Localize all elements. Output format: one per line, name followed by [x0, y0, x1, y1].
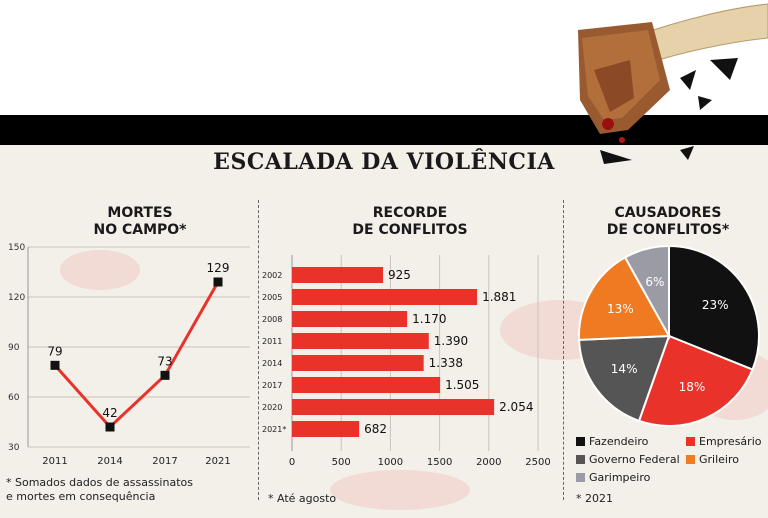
legend-swatch — [576, 437, 585, 446]
legend-item-governo-federal: Governo Federal — [576, 453, 680, 466]
x-tick-label: 2017 — [152, 456, 177, 467]
panel-divider — [258, 200, 259, 500]
bar — [292, 267, 384, 283]
legend-item-garimpeiro: Garimpeiro — [576, 471, 650, 484]
legend-swatch — [576, 473, 585, 482]
x-tick-label: 1000 — [378, 457, 403, 468]
legend-label: Fazendeiro — [589, 435, 649, 448]
data-point — [160, 370, 170, 380]
y-tick-label: 30 — [8, 443, 20, 453]
data-label: 682 — [364, 422, 387, 436]
x-tick-label: 2000 — [476, 457, 501, 468]
pie-slice — [623, 244, 670, 340]
slice-label: 13% — [607, 302, 634, 316]
category-label: 2002 — [262, 271, 282, 280]
legend-swatch — [686, 455, 695, 464]
data-label: 42 — [102, 406, 117, 420]
data-label: 925 — [388, 268, 411, 282]
category-label: 2008 — [262, 315, 282, 324]
data-label: 1.505 — [445, 378, 479, 392]
pie-slice — [637, 334, 754, 427]
bar — [292, 377, 441, 393]
data-label: 73 — [157, 354, 172, 368]
x-tick-label: 2014 — [97, 456, 122, 467]
x-tick-label: 0 — [289, 457, 295, 468]
data-label: 129 — [207, 261, 230, 275]
pie-slice — [578, 256, 671, 341]
x-tick-label: 1500 — [427, 457, 452, 468]
line-chart-note: * Somados dados de assassinatos e mortes… — [6, 476, 193, 503]
line-chart-title: MORTES NO CAMPO* — [93, 205, 187, 238]
legend-label: Grileiro — [699, 453, 739, 466]
category-label: 2017 — [262, 381, 282, 390]
y-tick-label: 150 — [8, 243, 25, 253]
bar-chart-note: * Até agosto — [268, 492, 337, 505]
category-label: 2014 — [262, 359, 282, 368]
pie-slice — [668, 244, 760, 371]
data-point — [105, 422, 115, 432]
data-label: 1.390 — [434, 334, 468, 348]
category-label: 2020 — [262, 403, 282, 412]
category-label: 2005 — [262, 293, 282, 302]
legend-item-fazendeiro: Fazendeiro — [576, 435, 648, 448]
slice-label: 6% — [645, 275, 664, 289]
header-black-band — [0, 115, 768, 145]
legend-swatch — [686, 437, 695, 446]
legend-item-empresario: Empresário — [686, 435, 761, 448]
bar-chart: 0 500 1000 1500 2000 2500 2002 925 2005 1.881 2008… — [262, 255, 551, 468]
pie-chart-note: * 2021 — [576, 492, 613, 505]
y-tick-label: 60 — [8, 393, 20, 403]
legend-swatch — [576, 455, 585, 464]
legend-label: Governo Federal — [589, 453, 680, 466]
series-line — [53, 281, 220, 430]
x-tick-label: 2500 — [525, 457, 550, 468]
panel-divider — [563, 200, 564, 500]
legend-item-grileiro: Grileiro — [686, 453, 739, 466]
background-stain — [330, 470, 470, 510]
slice-label: 23% — [702, 298, 729, 312]
legend-label: Empresário — [699, 435, 762, 448]
legend-label: Garimpeiro — [589, 471, 651, 484]
y-tick-label: 90 — [8, 343, 20, 353]
pie-slice — [578, 334, 671, 423]
data-label: 2.054 — [499, 400, 533, 414]
bar — [292, 355, 424, 371]
bar — [292, 311, 408, 327]
y-tick-label: 120 — [8, 293, 25, 303]
bar-chart-title: RECORDE DE CONFLITOS — [352, 205, 468, 238]
x-tick-label: 2021 — [205, 456, 230, 467]
x-tick-label: 2011 — [42, 456, 67, 467]
pie-chart: 23% 18% 14% 13% 6% — [578, 244, 760, 427]
background-stain — [60, 250, 140, 290]
data-label: 1.338 — [429, 356, 463, 370]
slice-label: 14% — [611, 362, 638, 376]
axe-illustration — [578, 3, 768, 164]
data-label: 1.881 — [482, 290, 516, 304]
x-tick-label: 500 — [332, 457, 351, 468]
category-label: 2021* — [262, 425, 286, 434]
bar — [292, 399, 495, 415]
line-chart: 150 120 90 60 30 79 2011 42 2014 73 2017 129 2021 — [8, 243, 250, 467]
main-headline: ESCALADA DA VIOLÊNCIA — [213, 149, 555, 175]
data-point — [213, 277, 223, 287]
category-label: 2011 — [262, 337, 282, 346]
bar — [292, 421, 360, 437]
data-label: 1.170 — [412, 312, 446, 326]
data-label: 79 — [47, 344, 62, 358]
pie-chart-title: CAUSADORES DE CONFLITOS* — [606, 205, 730, 238]
slice-label: 18% — [679, 380, 706, 394]
bar — [292, 289, 478, 305]
bar — [292, 333, 429, 349]
data-point — [50, 360, 60, 370]
